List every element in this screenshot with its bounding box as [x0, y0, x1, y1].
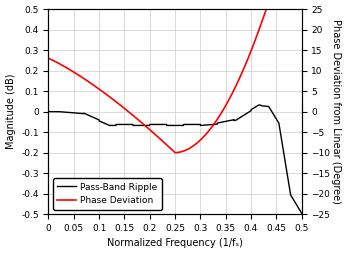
Phase Deviation — [92, 84, 96, 87]
Phase Deviation — [255, 35, 259, 38]
Phase Deviation — [173, 151, 177, 154]
Pass-Band Ripple — [254, 105, 259, 108]
Phase Deviation — [143, 124, 147, 127]
Pass-Band Ripple — [299, 212, 304, 215]
Pass-Band Ripple — [211, 123, 215, 126]
Pass-Band Ripple — [198, 123, 202, 126]
Pass-Band Ripple — [235, 118, 239, 121]
Pass-Band Ripple — [143, 124, 147, 127]
Phase Deviation — [46, 57, 51, 60]
Pass-Band Ripple — [256, 103, 261, 106]
Pass-Band Ripple — [46, 110, 51, 113]
Line: Phase Deviation: Phase Deviation — [49, 9, 302, 153]
Phase Deviation — [299, 8, 304, 11]
Pass-Band Ripple — [92, 116, 96, 119]
Phase Deviation — [235, 81, 239, 84]
Phase Deviation — [198, 138, 202, 141]
Y-axis label: Magnitude (dB): Magnitude (dB) — [6, 74, 16, 149]
Line: Pass-Band Ripple: Pass-Band Ripple — [49, 105, 302, 213]
Legend: Pass-Band Ripple, Phase Deviation: Pass-Band Ripple, Phase Deviation — [53, 178, 162, 210]
Phase Deviation — [264, 8, 268, 11]
Y-axis label: Phase Deviation from Linear (Degree): Phase Deviation from Linear (Degree) — [331, 19, 341, 204]
Phase Deviation — [211, 124, 215, 127]
X-axis label: Normalized Frequency (1/fₛ): Normalized Frequency (1/fₛ) — [107, 239, 243, 248]
